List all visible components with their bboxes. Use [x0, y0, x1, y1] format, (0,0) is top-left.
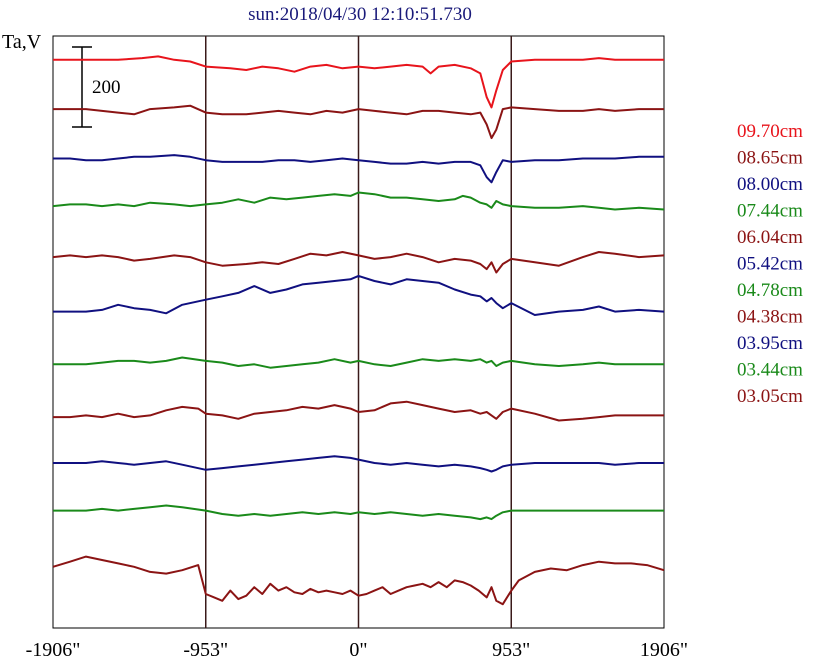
legend-entry-03.95cm: 03.95cm [737, 333, 803, 354]
chart-title: sun:2018/04/30 12:10:51.730 [248, 4, 472, 25]
series-line-04.78cm [53, 356, 664, 369]
legend-entry-04.78cm: 04.78cm [737, 280, 803, 301]
x-tick-label-2: 0" [349, 639, 367, 661]
series-line-03.95cm [53, 455, 664, 473]
scale-bar-label: 200 [92, 77, 121, 98]
vertical-grid-lines [205, 36, 512, 628]
legend-entry-08.65cm: 08.65cm [737, 148, 803, 169]
series-line-07.44cm [52, 191, 665, 211]
y-axis-label: Ta,V [2, 31, 42, 53]
legend-entry-03.05cm: 03.05cm [737, 386, 803, 407]
series-line-04.38cm [53, 400, 664, 422]
x-tick-label-1: -953" [183, 639, 228, 661]
x-tick-label-4: 1906" [640, 639, 688, 661]
legend-entry-04.38cm: 04.38cm [737, 307, 803, 328]
series-line-08.65cm [53, 104, 664, 140]
legend: 09.70cm 08.65cm 08.00cm 07.44cm 06.04cm 05.42… [737, 121, 803, 407]
x-tick-label-3: 953" [492, 639, 530, 661]
series-line-08.00cm [53, 154, 664, 184]
series-line-03.05cm [52, 555, 665, 606]
series-line-06.04cm [52, 251, 665, 274]
legend-entry-06.04cm: 06.04cm [737, 227, 803, 248]
legend-entry-07.44cm: 07.44cm [737, 201, 803, 222]
legend-entry-03.44cm: 03.44cm [737, 360, 803, 381]
legend-entry-09.70cm: 09.70cm [737, 121, 803, 142]
x-axis-ticks: -1906" -953" 0" 953" 1906" [26, 639, 689, 661]
legend-entry-08.00cm: 08.00cm [737, 174, 803, 195]
series-line-03.44cm [53, 504, 664, 521]
series-line-05.42cm [53, 274, 665, 316]
legend-entry-05.42cm: 05.42cm [737, 254, 803, 275]
series-line-09.70cm [53, 55, 664, 109]
series-lines [52, 55, 665, 606]
x-tick-label-0: -1906" [26, 639, 81, 661]
